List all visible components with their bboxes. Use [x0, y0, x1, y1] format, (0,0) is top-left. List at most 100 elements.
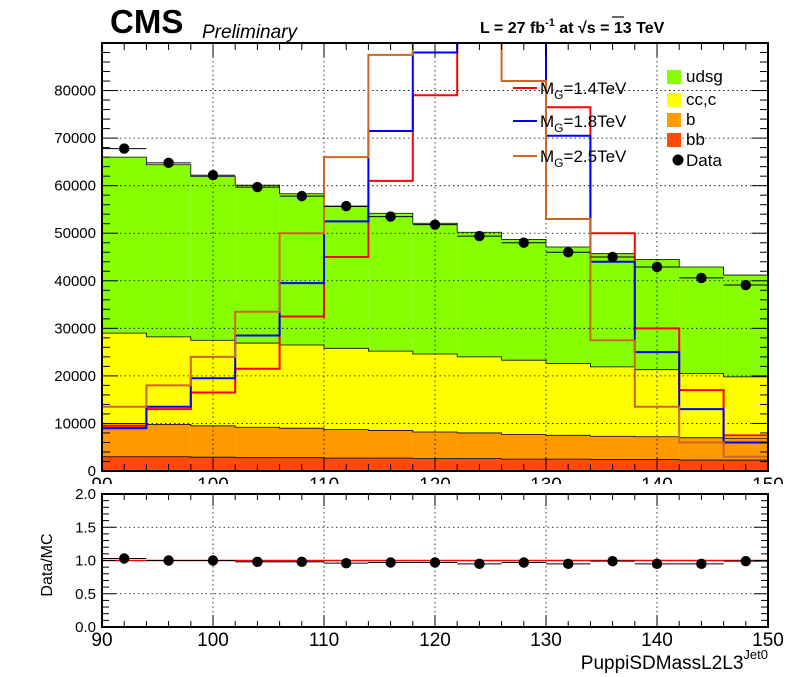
y-tick-label: 30000: [54, 320, 96, 337]
ratio-point: [696, 558, 707, 570]
lumi-mid: at: [555, 20, 578, 37]
sqrt-symbol: √: [578, 20, 587, 37]
main-x-tick-label: 110: [309, 475, 339, 496]
ratio-y-axis-label: Data/MC: [39, 533, 56, 596]
y-tick-label: 40000: [54, 273, 96, 290]
legend-swatch-bb: [667, 133, 681, 147]
ratio-point: [518, 557, 529, 568]
legend-label-signal-3: MG=2.5TeV: [540, 147, 627, 170]
main-x-tick-labels: 90 100 110 120 130 140 150: [91, 475, 784, 496]
ratio-y-tick-label: 1.5: [75, 519, 96, 536]
x-axis-label-sup: Jet0: [743, 647, 768, 662]
stack-outline-bb: [102, 456, 768, 461]
main-x-tick-label: 120: [419, 475, 451, 496]
stack-outline-b: [102, 423, 768, 439]
ratio-point: [740, 555, 751, 567]
legend-swatch-ccc: [667, 93, 681, 107]
legend-label-ccc: cc,c: [686, 90, 717, 109]
legend-signal-m: M: [540, 112, 554, 131]
main-x-tick-label: 130: [530, 475, 562, 496]
y-tick-label: 60000: [54, 178, 96, 195]
legend-signal-m: M: [540, 147, 554, 166]
svg-text:L = 27 fb-1 at √s = 13 TeV: L = 27 fb-1 at √s = 13 TeV: [480, 17, 665, 37]
ratio-point: [296, 556, 307, 568]
stack-bar-bb: [102, 456, 147, 471]
ratio-point: [474, 558, 485, 570]
y-tick-label: 50000: [54, 225, 96, 242]
legend-label-bb: bb: [686, 130, 705, 149]
ratio-y-tick-label: 0.0: [75, 619, 96, 636]
data-point: [696, 272, 707, 284]
legend-swatch-b: [667, 113, 681, 127]
ratio-point: [119, 553, 130, 564]
ratio-x-tick-label: 130: [530, 630, 562, 651]
ratio-point: [341, 557, 352, 569]
data-point: [607, 251, 618, 263]
ratio-y-tick-label: 2.0: [75, 486, 96, 503]
data-point: [163, 157, 174, 169]
legend-signal-sub: G: [554, 156, 563, 170]
y-tick-label: 10000: [54, 415, 96, 432]
ratio-point: [385, 557, 396, 568]
data-point: [563, 247, 574, 258]
data-point: [119, 143, 130, 154]
legend-label-signal-2: MG=1.8TeV: [540, 112, 627, 135]
stack-bar-bb: [146, 456, 191, 471]
ratio-x-tick-label: 120: [419, 630, 451, 651]
data-point: [252, 181, 263, 193]
data-point: [385, 211, 396, 222]
lumi-prefix: L = 27 fb: [480, 20, 545, 37]
legend-signal-sub: G: [554, 121, 563, 135]
legend-label-udsg: udsg: [686, 67, 723, 86]
lumi-exponent: -1: [545, 17, 555, 29]
y-tick-label: 70000: [54, 130, 96, 147]
legend-signal-sub: G: [554, 88, 563, 102]
ratio-panel: 0.0 0.5 1.0 1.5 2.0 90 100 110 120 130 140 150: [75, 486, 784, 651]
main-x-tick-label: 150: [752, 475, 784, 496]
data-point: [341, 200, 352, 212]
x-axis-label: PuppiSDMassL2L3Jet0: [581, 647, 768, 674]
lumi-label: L = 27 fb-1 at √s = 13 TeV: [480, 16, 665, 37]
data-point: [740, 279, 751, 291]
legend-label-b: b: [686, 110, 695, 129]
y-tick-label: 80000: [54, 83, 96, 100]
ratio-point: [429, 557, 441, 568]
ratio-x-tick-label: 110: [309, 630, 339, 651]
ratio-x-tick-label: 90: [91, 630, 112, 651]
legend-swatch-udsg: [667, 70, 681, 84]
ratio-x-tick-label: 150: [752, 630, 784, 651]
signal-line-1: [102, 43, 768, 437]
legend-signal-m: M: [540, 79, 554, 98]
ratio-point: [252, 556, 263, 568]
data-point: [518, 237, 529, 248]
ratio-axes: 0.0 0.5 1.0 1.5 2.0 90 100 110 120 130 140 150: [75, 486, 784, 651]
legend-signal-rest: =1.8TeV: [564, 112, 628, 131]
main-panel: 0 10000 20000 30000 40000 50000 60000 70000 8000…: [54, 42, 784, 496]
data-point: [296, 190, 307, 202]
ratio-point: [563, 558, 574, 570]
main-x-tick-label: 90: [91, 475, 112, 496]
y-tick-label: 0: [88, 463, 96, 480]
x-axis-label-main: PuppiSDMassL2L3: [581, 653, 744, 674]
main-grid: [102, 43, 768, 471]
ratio-point: [207, 555, 219, 566]
ratio-y-tick-label: 1.0: [75, 553, 96, 570]
energy-label: s = 13 TeV: [587, 20, 665, 37]
legend: MG=1.4TeVMG=1.8TeVMG=2.5TeVudsgcc,cbbbDa…: [513, 67, 723, 170]
ratio-x-tick-label: 140: [641, 630, 673, 651]
ratio-points: [102, 553, 768, 570]
ratio-x-tick-label: 100: [197, 630, 229, 651]
status-label: Preliminary: [202, 22, 299, 43]
main-x-tick-label: 100: [197, 475, 229, 496]
legend-label-signal-1: MG=1.4TeV: [540, 79, 627, 102]
y-tick-label: 20000: [54, 368, 96, 385]
legend-marker-data: [672, 154, 684, 166]
data-point: [651, 261, 663, 273]
legend-label-data: Data: [686, 151, 722, 170]
data-point: [474, 230, 485, 242]
signal-line-3: [102, 43, 768, 458]
data-points: [102, 143, 768, 291]
ratio-point: [651, 558, 663, 570]
ratio-y-tick-label: 0.5: [75, 586, 96, 603]
